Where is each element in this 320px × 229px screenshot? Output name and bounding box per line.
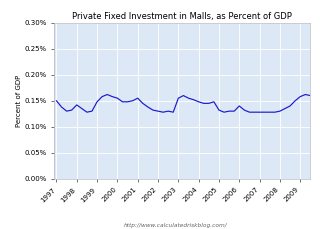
Title: Private Fixed Investment in Malls, as Percent of GDP: Private Fixed Investment in Malls, as Pe… <box>72 12 292 21</box>
Text: http://www.calculatedriskblog.com/: http://www.calculatedriskblog.com/ <box>124 223 228 228</box>
Y-axis label: Percent of GDP: Percent of GDP <box>16 75 22 127</box>
